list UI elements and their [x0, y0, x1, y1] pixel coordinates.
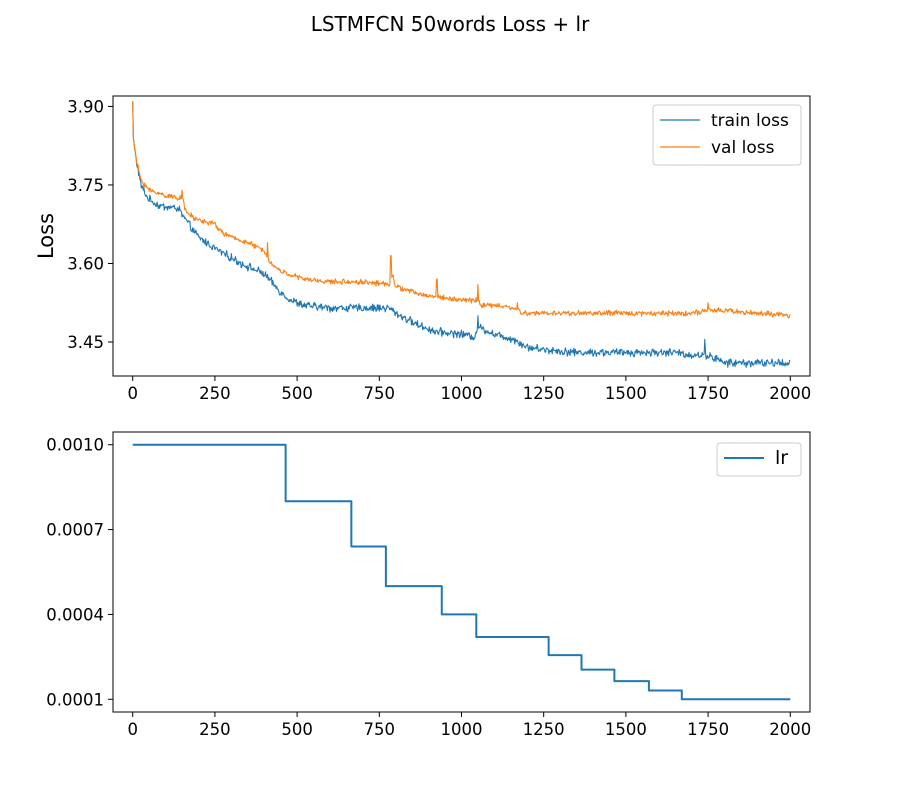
x-tick-label: 250 [199, 384, 231, 403]
y-tick-label: 0.0004 [46, 605, 104, 624]
x-tick-label: 500 [281, 720, 313, 739]
x-tick-label: 1500 [605, 384, 647, 403]
series-line-train-loss [132, 101, 791, 368]
x-tick-label: 750 [364, 720, 396, 739]
series-group [132, 101, 791, 368]
x-tick-label: 1250 [523, 720, 565, 739]
x-tick-label: 0 [127, 384, 138, 403]
x-tick-label: 0 [127, 720, 138, 739]
y-tick-label: 3.45 [67, 333, 104, 352]
lr-subplot: 0 250 500 750 1000 1250 1500 1750 2000 0.0001 0.00… [46, 431, 811, 739]
series-line-lr [132, 443, 791, 701]
x-tick-label: 750 [364, 384, 396, 403]
x-tick-label: 2000 [769, 384, 811, 403]
x-tick-label: 2000 [769, 720, 811, 739]
y-tick-label: 3.60 [67, 254, 104, 273]
y-tick-label: 0.0007 [46, 521, 104, 540]
legend: train loss val loss [652, 104, 802, 166]
y-tick-label: 0.0010 [46, 436, 104, 455]
x-tick-label: 1750 [687, 720, 729, 739]
series-line-val-loss [132, 101, 791, 319]
legend-label-lr: lr [775, 447, 788, 469]
axes-frame [112, 431, 811, 713]
legend: lr [716, 442, 802, 477]
x-tick-label: 1750 [687, 384, 729, 403]
x-tick-label: 1000 [441, 720, 483, 739]
figure-title: LSTMFCN 50words Loss + lr [311, 12, 590, 36]
legend-label-train-loss: train loss [711, 111, 789, 131]
legend-label-val-loss: val loss [711, 138, 775, 158]
x-tick-label: 500 [281, 384, 313, 403]
x-tick-label: 250 [199, 720, 231, 739]
y-tick-label: 0.0001 [46, 690, 104, 709]
legend-box [716, 442, 802, 477]
y-tick-label: 3.90 [67, 97, 104, 116]
loss-subplot: 0 250 500 750 1000 1250 1500 1750 2000 3.45 3.60 3.… [34, 95, 811, 403]
y-tick-label: 3.75 [67, 176, 104, 195]
y-axis-label: Loss [34, 213, 58, 259]
x-tick-label: 1500 [605, 720, 647, 739]
x-tick-label: 1250 [523, 384, 565, 403]
series-group [132, 443, 791, 701]
x-tick-label: 1000 [441, 384, 483, 403]
